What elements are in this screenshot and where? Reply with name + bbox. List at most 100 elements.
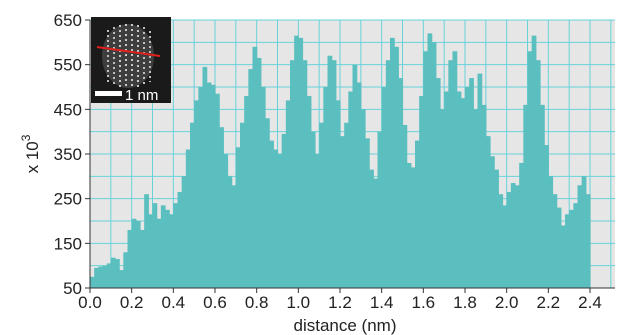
data-bar [523, 104, 529, 288]
y-tick-label: 350 [54, 145, 82, 164]
data-bar [210, 84, 216, 289]
y-tick-label: 250 [54, 190, 82, 209]
data-bar [385, 60, 391, 289]
data-bar [469, 78, 474, 288]
data-bar [406, 162, 412, 288]
data-bar [560, 225, 566, 288]
data-bar [465, 87, 470, 288]
data-bar [352, 64, 358, 289]
data-bar [173, 203, 179, 288]
y-tick-label: 450 [54, 100, 82, 119]
data-bar [381, 87, 387, 288]
data-bar [544, 145, 549, 288]
data-bar [144, 194, 149, 288]
data-bar [310, 131, 316, 288]
data-bar [127, 229, 133, 288]
data-bar [273, 149, 279, 288]
data-bar [460, 98, 466, 289]
data-bar [527, 51, 533, 289]
y-tick-label: 550 [54, 56, 82, 75]
data-bar [435, 78, 441, 288]
x-tick-label: 0.6 [203, 293, 227, 312]
data-bar [140, 229, 145, 288]
data-bar [165, 209, 170, 288]
data-bar [410, 167, 416, 288]
y-axis-label-base: x 10 [23, 141, 42, 173]
y-tick-label: 650 [54, 11, 82, 30]
data-bar [402, 124, 408, 288]
data-bar [331, 60, 337, 289]
data-bar [177, 191, 183, 288]
data-bar [498, 194, 504, 288]
data-bar [135, 221, 141, 288]
data-bar [290, 60, 295, 289]
data-bar [206, 82, 212, 289]
data-bars [90, 33, 591, 289]
y-tick-label: 150 [54, 234, 82, 253]
data-bar [423, 51, 429, 289]
data-bar [490, 156, 495, 288]
data-bar [581, 176, 587, 288]
y-tick-label: 50 [63, 279, 82, 298]
data-bar [519, 162, 524, 288]
data-bar [160, 205, 166, 288]
data-bar [194, 100, 199, 289]
data-bar [535, 60, 541, 289]
data-bar [115, 258, 120, 288]
data-bar [277, 154, 283, 288]
x-axis-label: distance (nm) [294, 316, 397, 335]
data-bar [202, 66, 208, 289]
data-bar [552, 194, 558, 288]
data-bar [319, 122, 324, 288]
x-tick-label: 0.2 [120, 293, 144, 312]
data-bar [448, 60, 454, 289]
x-tick-label: 2.0 [495, 293, 519, 312]
data-bar [340, 136, 345, 288]
data-bar [369, 169, 374, 288]
data-bar [181, 176, 187, 288]
data-bar [390, 37, 395, 288]
data-bar [302, 60, 308, 289]
data-bar [244, 95, 249, 288]
data-bar [215, 93, 220, 288]
data-bar [510, 183, 516, 288]
x-tick-label: 0.0 [78, 293, 102, 312]
data-bar [152, 203, 158, 288]
data-bar [348, 91, 354, 288]
data-bar [481, 104, 487, 288]
x-tick-label: 2.2 [537, 293, 561, 312]
data-bar [477, 73, 483, 288]
data-bar [198, 87, 204, 288]
data-bar [131, 218, 137, 288]
y-axis-label: x 103 [19, 134, 42, 173]
data-bar [110, 257, 116, 288]
data-bar [431, 42, 437, 289]
data-bar [485, 136, 491, 288]
data-bar [427, 33, 433, 289]
x-tick-label: 1.4 [370, 293, 394, 312]
data-bar [90, 276, 95, 288]
inset-image: 1 nm [91, 17, 171, 104]
data-bar [315, 154, 320, 288]
data-bar [419, 95, 424, 288]
data-bar [281, 133, 287, 288]
data-bar [119, 270, 124, 288]
x-tick-label: 1.6 [412, 293, 436, 312]
x-tick-label: 2.4 [578, 293, 602, 312]
y-axis-label-exponent: 3 [19, 134, 33, 141]
data-bar [577, 185, 583, 288]
data-bar [252, 46, 258, 288]
data-bar [356, 82, 362, 289]
data-bar [219, 127, 224, 288]
data-bar [123, 252, 129, 288]
data-bar [473, 109, 479, 288]
data-bar [285, 100, 291, 289]
data-bar [548, 176, 554, 288]
x-tick-label: 1.8 [453, 293, 477, 312]
data-bar [156, 218, 162, 288]
data-bar [502, 205, 508, 288]
data-bar [556, 207, 562, 288]
data-bar [565, 214, 570, 288]
inset-profile-line [96, 46, 161, 57]
